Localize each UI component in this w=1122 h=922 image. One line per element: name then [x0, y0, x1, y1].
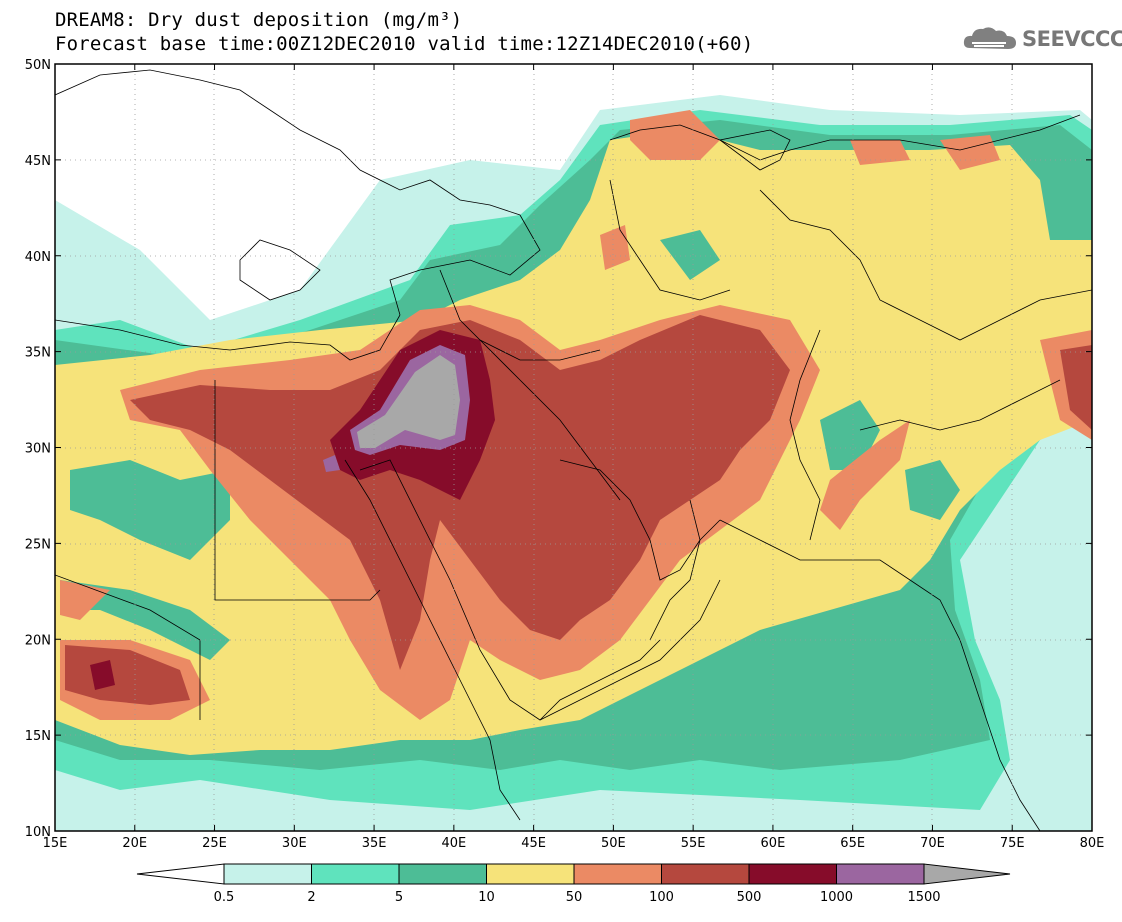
colorbar-label: 500 — [737, 890, 762, 905]
colorbar-segment — [836, 863, 925, 885]
lat-tick-label: 40N — [25, 250, 51, 265]
colorbar-label: 0.5 — [214, 890, 235, 905]
lon-tick-label: 15E — [43, 836, 68, 851]
colorbar-label: 5 — [395, 890, 403, 905]
lon-tick-label: 65E — [840, 836, 865, 851]
colorbar-segment — [661, 863, 750, 885]
lon-tick-label: 30E — [282, 836, 307, 851]
colorbar-label: 10 — [478, 890, 495, 905]
map-subtitle: Forecast base time:00Z12DEC2010 valid ti… — [55, 33, 754, 55]
lon-tick-label: 60E — [761, 836, 786, 851]
colorbar-under-triangle — [136, 863, 225, 885]
lon-tick-label: 45E — [521, 836, 546, 851]
map-area — [55, 64, 1092, 831]
lon-tick-label: 35E — [362, 836, 387, 851]
dust-level-9 — [357, 355, 460, 448]
lon-tick-label: 20E — [122, 836, 147, 851]
lat-tick-label: 25N — [25, 537, 51, 552]
lon-tick-label: 40E — [441, 836, 466, 851]
lat-tick-label: 45N — [25, 154, 51, 169]
colorbar-label: 2 — [307, 890, 315, 905]
lon-tick-label: 70E — [920, 836, 945, 851]
lat-tick-label: 15N — [25, 729, 51, 744]
lon-tick-label: 75E — [1000, 836, 1025, 851]
lat-tick-label: 20N — [25, 633, 51, 648]
map-title: DREAM8: Dry dust deposition (mg/m³) — [55, 9, 463, 31]
lon-tick-label: 50E — [601, 836, 626, 851]
colorbar-segment — [486, 863, 575, 885]
lon-tick-label: 25E — [202, 836, 227, 851]
colorbar-over-triangle — [923, 863, 1011, 885]
colorbar-label: 100 — [649, 890, 674, 905]
colorbar-segment — [398, 863, 487, 885]
colorbar-segment — [311, 863, 400, 885]
lat-tick-label: 50N — [25, 58, 51, 73]
coastlines — [55, 69, 1092, 831]
colorbar-label: 1000 — [820, 890, 853, 905]
colorbar-segment — [223, 863, 312, 885]
lat-tick-label: 35N — [25, 346, 51, 361]
lon-tick-label: 55E — [681, 836, 706, 851]
colorbar-segment — [573, 863, 662, 885]
colorbar-segment — [748, 863, 837, 885]
dust-level-3-patches — [60, 230, 960, 660]
lat-axis: 10N 15N 20N 25N 30N 35N 40N 45N 50N — [25, 58, 1092, 840]
seevccc-logo: SEEVCCC — [962, 24, 1122, 54]
cloud-icon — [963, 27, 1016, 49]
colorbar-label: 1500 — [907, 890, 940, 905]
lon-axis: 15E 20E 25E 30E 35E 40E 45E 50E 55E 60E 65E 70E 75E 8… — [43, 64, 1105, 851]
lat-tick-label: 30N — [25, 442, 51, 457]
lon-tick-label: 80E — [1080, 836, 1105, 851]
lat-tick-label: 10N — [25, 825, 51, 840]
logo-text: SEEVCCC — [1022, 27, 1122, 51]
colorbar: 0.5 2 5 10 50 100 500 1000 1500 — [136, 863, 1011, 905]
colorbar-label: 50 — [566, 890, 583, 905]
